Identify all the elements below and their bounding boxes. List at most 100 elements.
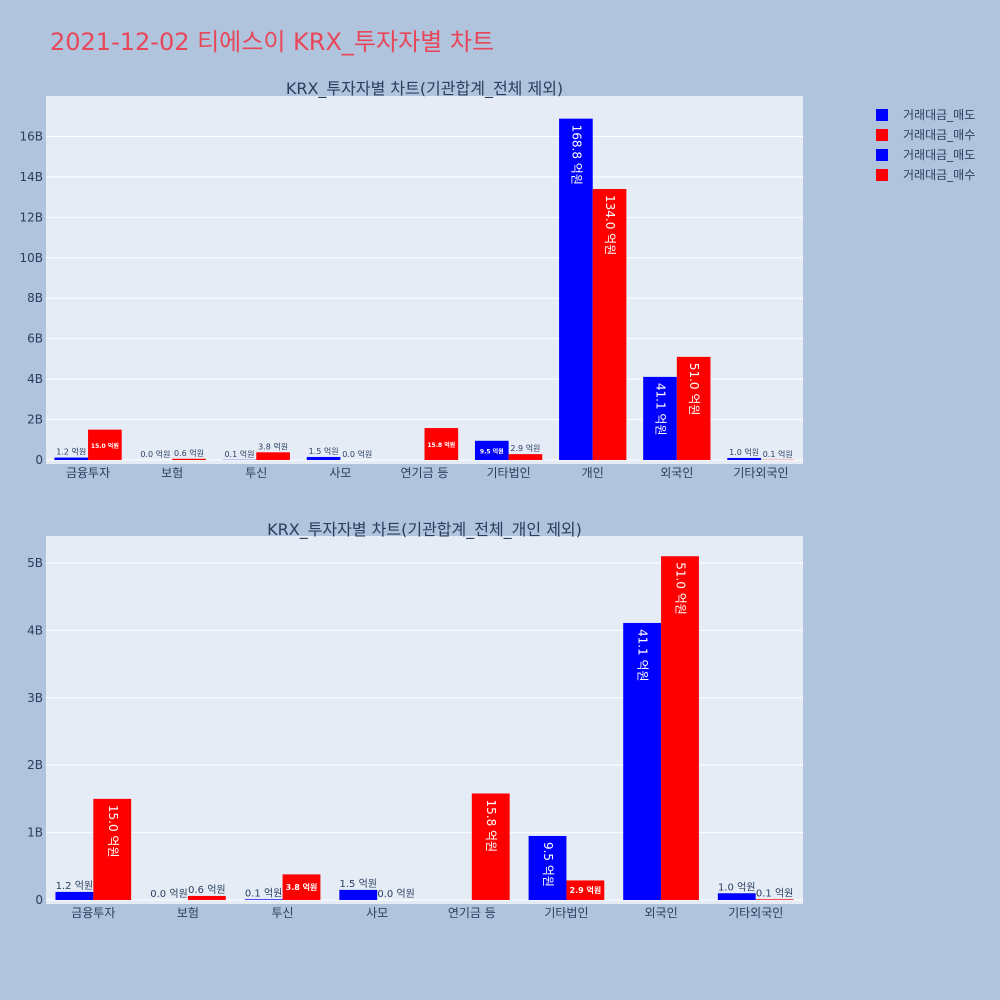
bar[interactable] xyxy=(339,889,378,900)
y-tick-label: 5B xyxy=(27,556,43,570)
bar[interactable] xyxy=(424,428,459,460)
x-tick-label: 연기금 등 xyxy=(448,906,496,920)
x-tick-label: 투신 xyxy=(272,906,294,920)
x-tick-label: 기타법인 xyxy=(544,906,588,920)
legend-swatch[interactable] xyxy=(876,129,888,141)
bar[interactable] xyxy=(187,895,226,900)
bar[interactable] xyxy=(93,798,132,900)
bar-label: 15.8 억원 xyxy=(427,441,455,449)
bar-label: 15.0 억원 xyxy=(106,805,120,858)
bar-label: 15.8 억원 xyxy=(484,799,498,852)
y-tick-label: 6B xyxy=(27,332,43,346)
x-tick-label: 사모 xyxy=(329,466,351,480)
chart-1: 0 2B 4B 6B 8B 10B 12B 14B 16B KRX_투자자별 차트(기관합계_전체… xyxy=(19,79,803,480)
legend-label[interactable]: 거래대금_매도 xyxy=(903,148,975,162)
bar[interactable] xyxy=(474,440,509,460)
bar-label: 1.5 억원 xyxy=(340,878,377,890)
bar[interactable] xyxy=(717,893,756,900)
bar[interactable] xyxy=(528,835,567,900)
bar-label: 2.9 억원 xyxy=(510,443,540,453)
legend-swatch[interactable] xyxy=(876,149,888,161)
bar-label: 168.8 억원 xyxy=(569,125,583,185)
bar-label: 3.8 억원 xyxy=(286,882,318,892)
bar[interactable] xyxy=(727,457,761,460)
bar-label: 1.0 억원 xyxy=(718,881,755,893)
bar-label: 134.0 억원 xyxy=(603,195,617,255)
bar-label: 9.5 억원 xyxy=(541,842,555,887)
y-tick-label: 4B xyxy=(27,372,43,386)
bar-label: 0.0 억원 xyxy=(150,888,187,900)
bar[interactable] xyxy=(566,880,605,900)
bar[interactable] xyxy=(592,189,627,460)
bar[interactable] xyxy=(661,556,699,900)
bar-label: 0.0 억원 xyxy=(342,449,372,459)
chart-2: 0 1B 2B 3B 4B 5B KRX_투자자별 차트(기관합계_전체_개인 제외) 금융투… xyxy=(27,520,803,920)
x-tick-label: 투신 xyxy=(245,466,267,480)
bar-label: 0.1 억원 xyxy=(756,887,793,899)
bar[interactable] xyxy=(643,376,677,460)
bar-label: 1.5 억원 xyxy=(309,446,339,456)
x-tick-label: 사모 xyxy=(366,906,388,920)
legend-label[interactable]: 거래대금_매도 xyxy=(903,108,975,122)
y-tick-label: 3B xyxy=(27,691,43,705)
legend-label[interactable]: 거래대금_매수 xyxy=(903,128,975,142)
bar[interactable] xyxy=(88,429,122,460)
bar[interactable] xyxy=(172,458,206,460)
chart-title: KRX_투자자별 차트(기관합계_전체 제외) xyxy=(286,79,563,99)
bar-label: 41.1 억원 xyxy=(636,629,650,682)
bar-label: 1.2 억원 xyxy=(56,447,86,457)
bar[interactable] xyxy=(508,454,543,460)
bar-label: 51.0 억원 xyxy=(687,363,701,416)
y-tick-label: 14B xyxy=(19,170,43,184)
bar-label: 0.6 억원 xyxy=(174,448,204,458)
bar-label: 15.0 억원 xyxy=(91,442,119,450)
legend-swatch[interactable] xyxy=(876,169,888,181)
y-tick-label: 2B xyxy=(27,413,43,427)
bar[interactable] xyxy=(623,622,662,900)
y-tick-label: 10B xyxy=(19,251,43,265)
x-tick-label: 기타외국인 xyxy=(733,466,788,480)
legend-swatch[interactable] xyxy=(876,109,888,121)
bar[interactable] xyxy=(54,457,89,460)
x-tick-label: 외국인 xyxy=(645,906,678,920)
bar-label: 51.0 억원 xyxy=(673,562,687,615)
bar-label: 0.0 억원 xyxy=(377,888,414,900)
x-tick-label: 기타외국인 xyxy=(728,906,783,920)
y-tick-label: 2B xyxy=(27,758,43,772)
bar[interactable] xyxy=(471,793,510,900)
bar[interactable] xyxy=(256,452,290,460)
bar-label: 1.2 억원 xyxy=(56,880,93,892)
x-tick-label: 기타법인 xyxy=(487,466,531,480)
x-tick-label: 금융투자 xyxy=(71,906,115,920)
y-tick-label: 16B xyxy=(19,129,43,143)
x-tick-label: 연기금 등 xyxy=(401,466,449,480)
y-tick-label: 1B xyxy=(27,826,43,840)
x-tick-label: 보험 xyxy=(161,466,183,480)
legend-label[interactable]: 거래대금_매수 xyxy=(903,168,975,182)
bar[interactable] xyxy=(676,356,711,460)
bar-label: 9.5 억원 xyxy=(480,447,504,455)
y-tick-label: 12B xyxy=(19,210,43,224)
x-tick-label: 외국인 xyxy=(660,466,693,480)
bar[interactable] xyxy=(306,456,341,460)
bar-label: 0.1 억원 xyxy=(245,887,282,899)
bar[interactable] xyxy=(755,899,794,900)
bar[interactable] xyxy=(244,899,283,900)
y-tick-label: 8B xyxy=(27,291,43,305)
bar-label: 41.1 억원 xyxy=(654,383,668,436)
bar-label: 0.1 억원 xyxy=(763,449,793,459)
x-tick-label: 보험 xyxy=(177,906,199,920)
bar[interactable] xyxy=(55,891,94,900)
x-tick-label: 금융투자 xyxy=(66,466,110,480)
bar-label: 3.8 억원 xyxy=(258,441,288,451)
bar[interactable] xyxy=(282,874,321,900)
y-tick-label: 0 xyxy=(35,893,43,907)
bar[interactable] xyxy=(559,118,593,460)
x-tick-label: 개인 xyxy=(582,466,604,480)
bar-label: 0.0 억원 xyxy=(140,449,170,459)
bar-label: 2.9 억원 xyxy=(570,885,602,895)
main-title: 2021-12-02 티에스이 KRX_투자자별 차트 xyxy=(50,28,495,56)
bar-label: 0.6 억원 xyxy=(188,884,225,896)
